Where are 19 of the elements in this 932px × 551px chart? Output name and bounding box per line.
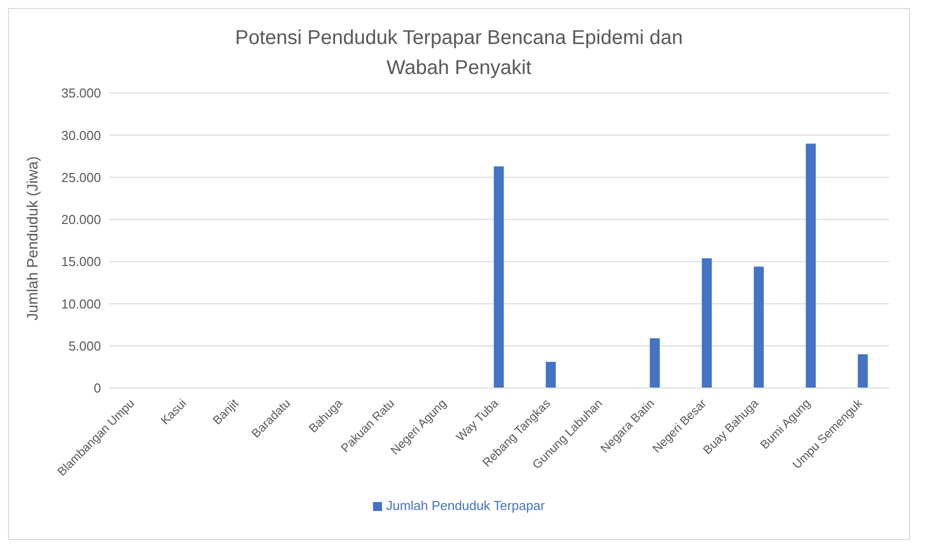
y-tick-label: 35.000 — [61, 86, 101, 101]
bar — [754, 266, 764, 388]
bar — [858, 354, 868, 388]
y-tick-label: 20.000 — [61, 212, 101, 228]
y-tick-label: 30.000 — [61, 128, 101, 143]
chart-title: Potensi Penduduk Terpapar Bencana Epidemi dan Wabah Penyakit — [234, 26, 684, 81]
bar — [650, 338, 660, 388]
x-tick-label: Way Tuba — [453, 396, 502, 444]
y-tick-label: 15.000 — [61, 254, 101, 270]
bar — [806, 144, 816, 388]
y-axis-title: Jumlah Penduduk (Jiwa) — [24, 156, 42, 320]
y-tick-label: 10.000 — [61, 296, 101, 312]
bar — [546, 362, 556, 388]
y-tick-label: 0 — [94, 380, 101, 396]
bar — [494, 166, 504, 388]
y-tick-label: 5.000 — [68, 338, 101, 354]
bar — [702, 258, 712, 388]
y-tick-label: 25.000 — [61, 170, 101, 185]
legend-label: Jumlah Penduduk Terpapar — [386, 498, 545, 513]
